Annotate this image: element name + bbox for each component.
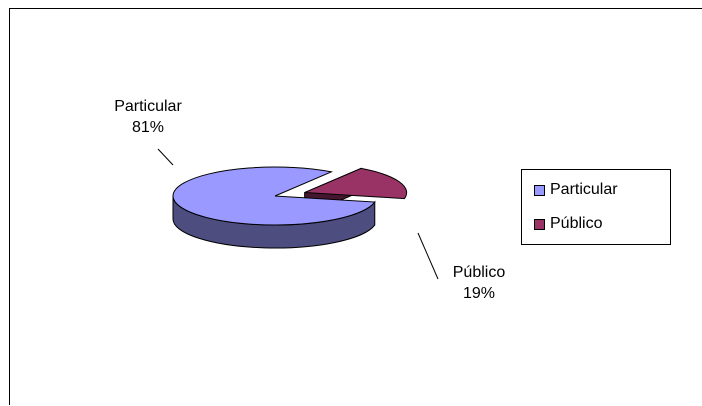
legend-label-publico: Público bbox=[550, 215, 603, 232]
legend-item-particular: Particular bbox=[534, 180, 618, 200]
data-label-publico-value: 19% bbox=[462, 285, 496, 302]
data-label-publico-name: Público bbox=[452, 264, 506, 281]
leader-line-particular bbox=[157, 148, 174, 166]
pie-slice-pblico bbox=[304, 167, 408, 200]
chart-legend: Particular Público bbox=[521, 169, 671, 245]
data-label-particular-value: 81% bbox=[131, 119, 165, 136]
legend-swatch-publico bbox=[534, 218, 545, 230]
data-label-publico: Público 19% bbox=[434, 262, 524, 304]
legend-label-particular: Particular bbox=[550, 181, 618, 198]
legend-item-publico: Público bbox=[534, 214, 602, 234]
pie-chart bbox=[157, 148, 439, 280]
data-label-particular-name: Particular bbox=[114, 98, 182, 115]
pie-slice-particular bbox=[172, 166, 376, 226]
data-label-particular: Particular 81% bbox=[98, 96, 198, 138]
legend-swatch-particular bbox=[534, 184, 545, 196]
leader-line-publico bbox=[417, 232, 439, 280]
